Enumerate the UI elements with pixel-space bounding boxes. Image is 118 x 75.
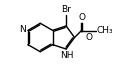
Text: O: O xyxy=(85,33,92,42)
Text: O: O xyxy=(79,13,86,22)
Text: Br: Br xyxy=(61,5,71,14)
Text: CH₃: CH₃ xyxy=(97,26,113,35)
Text: N: N xyxy=(19,25,26,34)
Text: NH: NH xyxy=(60,51,74,60)
